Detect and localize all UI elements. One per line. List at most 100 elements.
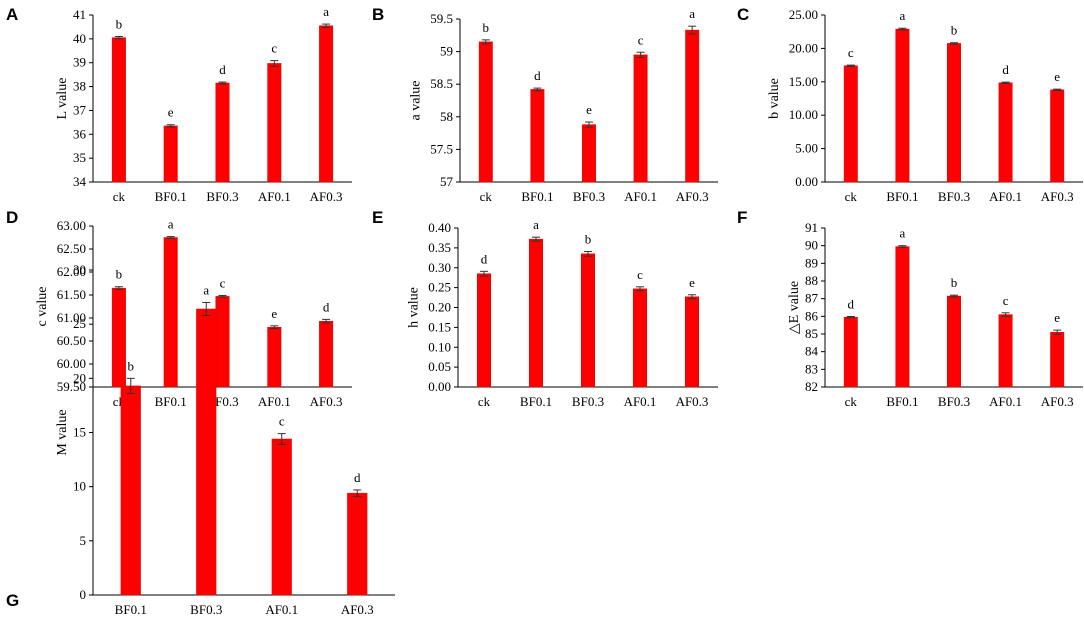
panel-f-category-label: AF0.3 xyxy=(1041,394,1074,409)
panel-e-y-tick-label: 0.10 xyxy=(428,339,451,354)
panel-a-significance-label: e xyxy=(168,105,174,120)
panel-f-y-tick-label: 84 xyxy=(805,344,819,359)
panel-a-significance-label: d xyxy=(219,62,226,77)
panel-d-y-tick-label: 61.50 xyxy=(57,287,86,302)
panel-f-letter: F xyxy=(737,208,747,227)
panel-d-y-tick-label: 60.50 xyxy=(57,333,86,348)
panel-e-significance-label: e xyxy=(689,275,695,290)
panel-b-bar-bf0-3 xyxy=(582,124,596,183)
panel-g-y-tick-label: 30 xyxy=(73,262,86,277)
panel-c-y-tick-label: 20.00 xyxy=(789,40,818,55)
panel-b-category-label: AF0.1 xyxy=(624,189,657,204)
panel-d-y-tick-label: 62.50 xyxy=(57,241,86,256)
panel-d-category-label: AF0.1 xyxy=(258,394,291,409)
panel-a-y-tick-label: 38 xyxy=(73,79,86,94)
panel-a-bar-bf0-1 xyxy=(163,125,178,183)
panel-f-y-tick-label: 88 xyxy=(805,273,818,288)
panel-e-bar-bf0-3 xyxy=(580,253,596,388)
panel-f-bar-ck xyxy=(843,316,858,388)
panel-d-bar-bf0-1 xyxy=(163,237,178,388)
panel-a-y-tick-label: 39 xyxy=(73,55,86,70)
panel-c-significance-label: c xyxy=(848,45,854,60)
panel-a-y-tick-label: 35 xyxy=(73,150,86,165)
panel-g-y-axis-title: M value xyxy=(55,409,70,455)
panel-e-y-tick-label: 0.15 xyxy=(428,319,451,334)
panel-b-bar-ck xyxy=(478,41,493,183)
panel-b-significance-label: d xyxy=(534,68,541,83)
panel-b-significance-label: a xyxy=(689,6,695,21)
panel-c-y-tick-label: 15.00 xyxy=(789,74,818,89)
panel-d-bar-bf0-3 xyxy=(215,296,230,388)
panel-a-bar-af0-1 xyxy=(267,63,282,183)
panel-c-category-label: AF0.3 xyxy=(1041,189,1074,204)
panel-c-bar-bf0-3 xyxy=(947,43,961,183)
panel-g-y-tick-label: 0 xyxy=(80,587,87,602)
panel-g-category-label: BF0.1 xyxy=(115,602,147,617)
panel-g-y-tick-label: 15 xyxy=(73,425,86,440)
panel-f-category-label: ck xyxy=(845,394,858,409)
panel-b-y-axis-title: a value xyxy=(409,80,424,120)
panel-e-category-label: BF0.1 xyxy=(520,394,552,409)
panel-c-significance-label: a xyxy=(900,8,906,23)
panel-g-significance-label: c xyxy=(279,414,285,429)
panel-g: G 0 5 10 15 20 25 30 M value b BF0.1 a BF0.3 c AF0.1 d A… xyxy=(6,262,395,617)
panel-a-bar-bf0-3 xyxy=(215,82,230,183)
panel-d-category-label: BF0.1 xyxy=(155,394,187,409)
panel-a-letter: A xyxy=(6,5,18,24)
panel-c-category-label: BF0.3 xyxy=(938,189,970,204)
panel-e-y-tick-label: 0.40 xyxy=(428,220,451,235)
panel-c-bar-bf0-1 xyxy=(895,28,910,183)
panel-e: E 0.00 0.05 0.10 0.15 0.20 0.25 0.30 0.35 0.40 h v… xyxy=(372,208,718,409)
panel-f-category-label: BF0.3 xyxy=(938,394,970,409)
panel-g-category-label: BF0.3 xyxy=(190,602,222,617)
panel-d-y-tick-label: 61.00 xyxy=(57,310,86,325)
panel-e-y-tick-label: 0.30 xyxy=(428,260,451,275)
panel-f-significance-label: d xyxy=(848,297,855,312)
panel-g-significance-label: b xyxy=(128,358,135,373)
panel-g-y-tick-label: 5 xyxy=(80,533,87,548)
panel-a-y-tick-label: 34 xyxy=(73,174,87,189)
panel-f-bar-af0-1 xyxy=(998,314,1013,388)
panel-b-significance-label: b xyxy=(483,20,490,35)
panel-d-significance-label: e xyxy=(271,306,277,321)
panel-e-category-label: BF0.3 xyxy=(572,394,604,409)
panel-d: D 59.50 60.00 60.50 61.00 61.50 62.00 62.50 63.0… xyxy=(6,208,352,409)
panel-e-y-tick-label: 0.35 xyxy=(428,240,451,255)
panel-f-y-tick-label: 85 xyxy=(805,326,818,341)
panel-d-significance-label: c xyxy=(220,275,226,290)
panel-e-significance-label: a xyxy=(533,217,539,232)
panel-e-significance-label: d xyxy=(481,251,488,266)
panel-f-bar-bf0-3 xyxy=(947,295,961,388)
panel-b-category-label: AF0.3 xyxy=(676,189,709,204)
panel-f-significance-label: e xyxy=(1054,310,1060,325)
panel-f-y-axis-title: △E value xyxy=(787,281,802,334)
panel-d-significance-label: a xyxy=(168,217,174,232)
panel-d-bar-ck xyxy=(111,287,126,388)
panel-g-y-tick-label: 10 xyxy=(73,479,86,494)
panel-d-y-tick-label: 60.00 xyxy=(57,356,86,371)
panel-c-significance-label: b xyxy=(951,23,958,38)
panel-b-category-label: BF0.1 xyxy=(521,189,553,204)
panel-f-category-label: AF0.1 xyxy=(989,394,1022,409)
panel-g-bar-bf0-1 xyxy=(120,385,141,596)
panel-f: F 82 83 84 85 86 87 88 89 90 91 △E value d ck a BF0.1 b B… xyxy=(737,208,1083,409)
panel-f-bar-bf0-1 xyxy=(895,246,910,388)
panel-g-bar-af0-1 xyxy=(271,438,292,596)
panel-f-y-tick-label: 82 xyxy=(805,379,818,394)
panel-f-y-tick-label: 91 xyxy=(805,220,818,235)
panel-b-y-tick-label: 58.5 xyxy=(430,76,453,91)
panel-f-y-tick-label: 87 xyxy=(805,291,819,306)
panel-f-y-tick-label: 90 xyxy=(805,238,818,253)
panel-f-significance-label: a xyxy=(900,226,906,241)
panel-e-bar-af0-1 xyxy=(632,288,648,388)
panel-f-significance-label: b xyxy=(951,275,958,290)
panel-a-category-label: ck xyxy=(113,189,126,204)
panel-g-category-label: AF0.1 xyxy=(265,602,298,617)
panel-c-bar-ck xyxy=(843,65,858,183)
panel-c-y-tick-label: 25.00 xyxy=(789,7,818,22)
panel-e-y-tick-label: 0.05 xyxy=(428,359,451,374)
panel-c-y-tick-label: 10.00 xyxy=(789,107,818,122)
panel-b-bar-af0-1 xyxy=(633,54,648,183)
panel-c-y-tick-label: 5.00 xyxy=(795,141,818,156)
